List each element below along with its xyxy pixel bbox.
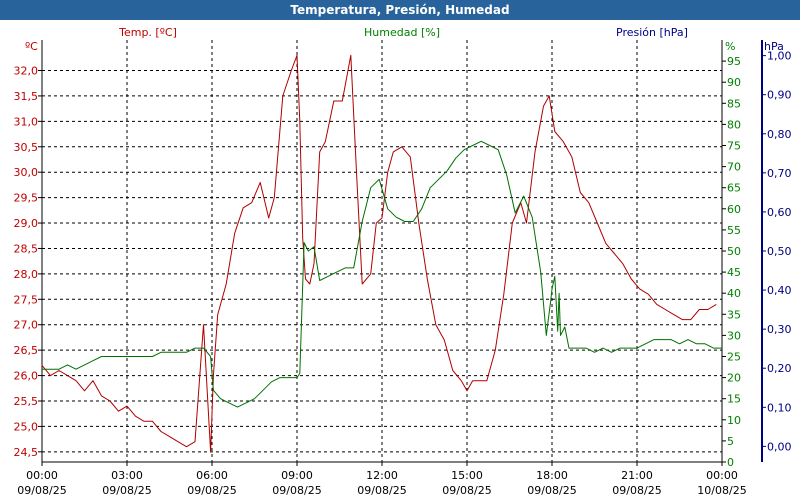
humidity-tick-label: 15 xyxy=(727,393,741,406)
temp-tick-label: 28,0 xyxy=(14,268,39,281)
series xyxy=(41,54,722,453)
pressure-axis-ticks: 0,00 0,10 0,20 0,30 0,40 0,50 0,60 0,70 0,80 0,90… xyxy=(762,50,792,453)
temp-axis-label: Temp. [ºC] xyxy=(118,26,177,39)
temp-tick-label: 30,0 xyxy=(14,166,39,179)
humidity-series-line xyxy=(42,140,722,408)
grid xyxy=(42,40,722,462)
humidity-tick-label: 70 xyxy=(727,161,741,174)
humidity-tick-label: 30 xyxy=(727,329,741,342)
pressure-tick-label: 0,90 xyxy=(767,89,792,102)
humidity-tick-label: 55 xyxy=(727,224,741,237)
humidity-tick-label: 25 xyxy=(727,351,741,364)
humidity-tick-label: 60 xyxy=(727,203,741,216)
date-tick-label: 09/08/25 xyxy=(527,484,576,497)
time-tick-label: 21:00 xyxy=(621,469,653,482)
temp-tick-label: 25,5 xyxy=(14,395,39,408)
humidity-axis-unit: % xyxy=(725,40,735,53)
temp-tick-label: 29,0 xyxy=(14,217,39,230)
humidity-tick-label: 75 xyxy=(727,140,741,153)
pressure-axis-label: Presión [hPa] xyxy=(616,26,688,39)
date-tick-label: 09/08/25 xyxy=(187,484,236,497)
humidity-tick-label: 50 xyxy=(727,245,741,258)
humidity-tick-label: 35 xyxy=(727,308,741,321)
humidity-tick-label: 85 xyxy=(727,97,741,110)
axes-frame xyxy=(41,40,763,463)
temp-tick-label: 28,5 xyxy=(14,242,39,255)
time-tick-label: 00:00 xyxy=(706,469,738,482)
date-tick-label: 09/08/25 xyxy=(442,484,491,497)
time-tick-label: 18:00 xyxy=(536,469,568,482)
humidity-axis-ticks: 0 5 10 15 20 25 30 35 40 45 50 55 60 65 70 75 80 85 90 95 xyxy=(722,55,741,469)
pressure-tick-label: 0,60 xyxy=(767,206,792,219)
humidity-tick-label: 65 xyxy=(727,182,741,195)
date-tick-label: 09/08/25 xyxy=(17,484,66,497)
pressure-tick-label: 0,30 xyxy=(767,323,792,336)
pressure-tick-label: 1,00 xyxy=(767,50,792,63)
date-tick-label: 09/08/25 xyxy=(357,484,406,497)
time-tick-label: 03:00 xyxy=(111,469,143,482)
temp-tick-label: 31,5 xyxy=(14,90,39,103)
temp-tick-label: 27,0 xyxy=(14,319,39,332)
temp-series-line xyxy=(41,54,717,453)
temp-tick-label: 30,5 xyxy=(14,141,39,154)
temp-tick-label: 26,5 xyxy=(14,344,39,357)
date-tick-label: 09/08/25 xyxy=(612,484,661,497)
humidity-axis-label: Humedad [%] xyxy=(364,26,440,39)
time-tick-label: 09:00 xyxy=(281,469,313,482)
humidity-tick-label: 90 xyxy=(727,76,741,89)
pressure-tick-label: 0,00 xyxy=(767,440,792,453)
humidity-tick-label: 40 xyxy=(727,287,741,300)
humidity-tick-label: 95 xyxy=(727,55,741,68)
humidity-tick-label: 45 xyxy=(727,266,741,279)
pressure-axis-unit: hPa xyxy=(764,40,784,53)
humidity-tick-label: 80 xyxy=(727,118,741,131)
time-tick-label: 00:00 xyxy=(26,469,58,482)
temp-tick-label: 31,0 xyxy=(14,115,39,128)
pressure-tick-label: 0,80 xyxy=(767,128,792,141)
time-tick-label: 06:00 xyxy=(196,469,228,482)
date-tick-label: 10/08/25 xyxy=(697,484,746,497)
chart-title-bar: Temperatura, Presión, Humedad xyxy=(0,0,800,20)
temp-tick-label: 27,5 xyxy=(14,293,39,306)
humidity-tick-label: 0 xyxy=(727,456,734,469)
temp-axis-ticks: 24,5 25,0 25,5 26,0 26,5 27,0 27,5 28,0 28,5 29,0… xyxy=(14,65,42,459)
humidity-tick-label: 20 xyxy=(727,372,741,385)
pressure-tick-label: 0,40 xyxy=(767,284,792,297)
pressure-tick-label: 0,10 xyxy=(767,401,792,414)
temp-tick-label: 25,0 xyxy=(14,420,39,433)
temp-tick-label: 32,0 xyxy=(14,65,39,78)
temp-tick-label: 26,0 xyxy=(14,370,39,383)
date-tick-label: 09/08/25 xyxy=(272,484,321,497)
time-axis-ticks: 00:00 09/08/25 03:00 09/08/25 06:00 09/08/25 0… xyxy=(17,462,747,497)
time-tick-label: 12:00 xyxy=(366,469,398,482)
date-tick-label: 09/08/25 xyxy=(102,484,151,497)
time-tick-label: 15:00 xyxy=(451,469,483,482)
pressure-tick-label: 0,70 xyxy=(767,167,792,180)
temp-axis-unit: ºC xyxy=(25,40,38,53)
temp-tick-label: 24,5 xyxy=(14,446,39,459)
pressure-tick-label: 0,20 xyxy=(767,362,792,375)
pressure-tick-label: 0,50 xyxy=(767,245,792,258)
humidity-tick-label: 5 xyxy=(727,435,734,448)
temp-tick-label: 29,5 xyxy=(14,192,39,205)
humidity-tick-label: 10 xyxy=(727,414,741,427)
